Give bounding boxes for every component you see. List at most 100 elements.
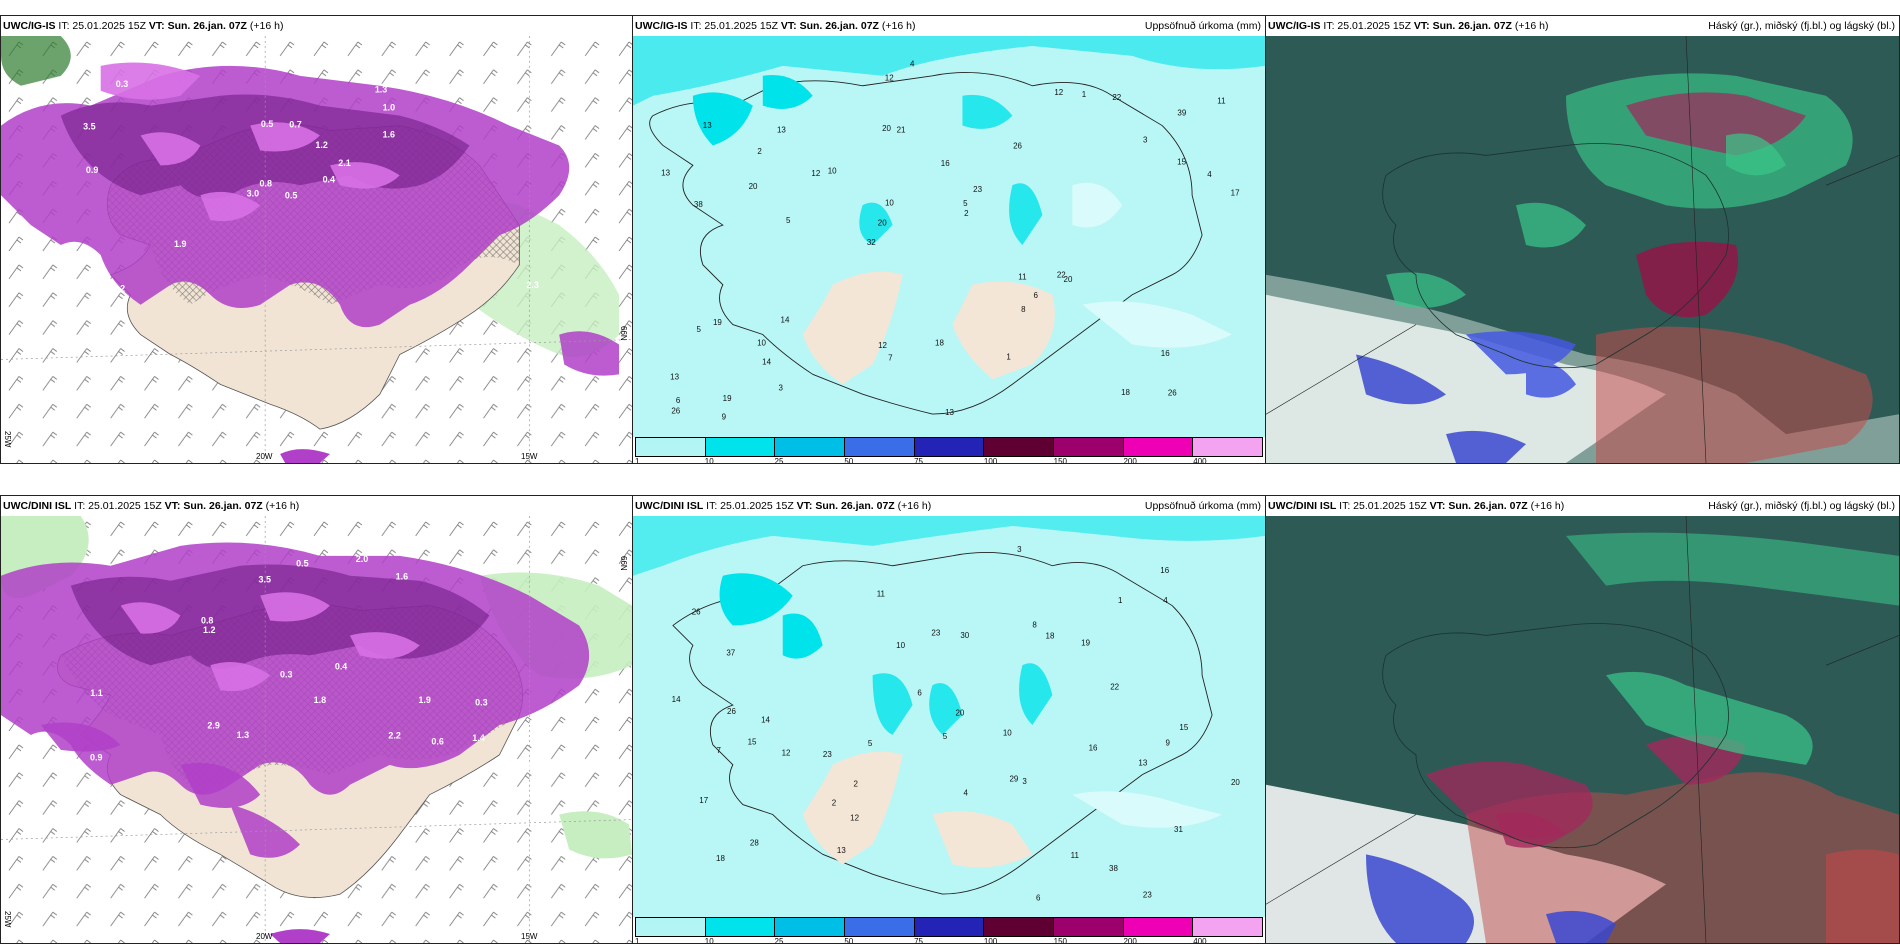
initial-time: IT: 25.01.2025 15Z [74,500,162,512]
precip-value-label: 16 [941,159,950,168]
colorbar-swatch [914,438,985,456]
precip-rate-label: 1.2 [315,140,327,150]
colorbar-tick-label: 150 [1053,937,1068,944]
precip-value-label: 20 [749,182,758,191]
precip-value-label: 20 [878,219,887,228]
lat-label-25w: 25W [3,911,12,928]
panel-clouds-bottom: UWC/DINI ISL IT: 25.01.2025 15Z VT: Sun.… [1265,495,1900,944]
precip-value-label: 13 [837,846,846,855]
precip-rate-label: 3.5 [83,121,95,131]
precip-value-label: 7 [888,353,893,362]
panel-header: UWC/IG-IS IT: 25.01.2025 15Z VT: Sun. 26… [3,19,628,33]
precip-value-label: 10 [885,198,894,207]
precip-value-label: 8 [1032,620,1037,629]
valid-time: VT: Sun. 26.jan. 07Z [796,500,895,512]
precip-value-label: 37 [726,649,735,658]
precip-value-label: 5 [786,216,791,225]
model-name: UWC/DINI ISL [3,500,72,512]
panel-header: UWC/DINI ISL IT: 25.01.2025 15Z VT: Sun.… [3,499,628,513]
cloud-title: Háský (gr.), miðský (fj.bl.) og lágský (… [1708,20,1895,32]
precip-rate-label: 2.3 [526,280,538,290]
colorbar-tick-label: 200 [1123,937,1137,944]
panel-precip-bottom: UWC/DINI ISL IT: 25.01.2025 15Z VT: Sun.… [632,495,1266,944]
colorbar-swatch [1054,918,1124,936]
colorbar-swatch [984,918,1055,936]
precip-rate-label: 0.4 [323,175,335,185]
precip-value-label: 6 [676,396,681,405]
precip-rate-label: 1.4 [472,733,484,743]
precip-value-label: 20 [882,124,891,133]
colorbar-swatch [1123,918,1194,936]
precip-value-label: 5 [963,199,968,208]
colorbar-swatch [845,438,915,456]
precip-rate-label: 2.2 [388,731,400,741]
precip-value-label: 23 [1143,891,1152,900]
initial-time: IT: 25.01.2025 15Z [1339,500,1427,512]
colorbar-tick-label: 150 [1053,457,1068,464]
initial-time: IT: 25.01.2025 15Z [690,20,778,32]
precip-value-label: 23 [823,750,832,759]
colorbar-tick-label: 50 [844,937,854,944]
model-name: UWC/IG-IS [3,20,56,32]
precip-rate-label: 0.8 [201,616,213,626]
precip-value-label: 12 [878,341,887,350]
valid-time: VT: Sun. 26.jan. 07Z [1429,500,1528,512]
precip-map[interactable]: 23 15 29 26 31 37 28 23 19 23 18 38 12 11 10 17 16 20 14 18… [633,516,1265,917]
valid-time: VT: Sun. 26.jan. 07Z [1413,20,1512,32]
precip-value-label: 5 [868,739,873,748]
precip-value-label: 2 [757,147,762,156]
precip-rate-label: 1.6 [396,571,408,581]
precip-rate-label: 0.9 [86,165,98,175]
precip-rate-label: 2.9 [207,720,219,730]
precip-value-label: 13 [670,373,679,382]
map-canvas [1266,36,1899,463]
precip-value-label: 26 [727,707,736,716]
precip-value-label: 21 [897,126,906,135]
precip-value-label: 1 [1082,90,1087,99]
precip-rate-label: 3.0 [247,188,259,198]
precip-value-label: 26 [692,608,701,617]
precip-value-label: 5 [696,325,701,334]
precip-value-label: 20 [1231,778,1240,787]
precip-value-label: 1 [1006,352,1011,361]
precip-rate-label: 1.4 [63,260,75,270]
precip-title: Uppsöfnuð úrkoma (mm) [1144,500,1261,512]
lat-label-25w: 25W [3,431,12,448]
precip-rate-label: 1.6 [383,129,395,139]
wind-precip-map[interactable]: 0.5 3.5 0.8 1.4 2.1 1.9 1.3 0.7 1.0 0.4 0.3 2.3 0.9 0… [1,36,632,463]
colorbar-swatch [1054,438,1124,456]
colorbar-swatch [1193,918,1263,936]
colorbar-swatch [914,918,985,936]
precip-value-label: 6 [1036,894,1041,903]
wind-precip-map[interactable]: 0.9 0.3 0.4 1.8 3.5 2.0 1.4 1.6 0.6 2.9 0.7 1.2 1.3 0… [1,516,632,943]
precip-value-label: 22 [1057,270,1066,279]
model-name: UWC/DINI ISL [635,500,704,512]
precip-value-label: 10 [1003,728,1012,737]
map-canvas: 0.5 3.5 0.8 1.4 2.1 1.9 1.3 0.7 1.0 0.4 0.3 2.3 0.9 0… [1,36,632,463]
precip-rate-label: 1.8 [314,695,326,705]
lat-label-66n: 66N [619,556,628,571]
precip-value-label: 28 [750,839,759,848]
cloud-title: Háský (gr.), miðský (fj.bl.) og lágský (… [1708,500,1895,512]
colorbar-tick-label: 25 [774,457,784,464]
map-canvas: 2638393226192016191013142123201312171115… [633,36,1265,437]
map-canvas: 0.9 0.3 0.4 1.8 3.5 2.0 1.4 1.6 0.6 2.9 0.7 1.2 1.3 0… [1,516,632,943]
precip-value-label: 12 [885,73,894,82]
cloud-map[interactable] [1266,36,1899,463]
precip-rate-label: 1.9 [174,239,186,249]
model-name: UWC/IG-IS [1268,20,1321,32]
precip-value-label: 3 [1017,545,1022,554]
precip-value-label: 14 [761,716,770,725]
precip-value-label: 2 [832,798,837,807]
precip-rate-label: 0.8 [259,179,271,189]
precip-rate-label: 0.7 [289,119,301,129]
precip-map[interactable]: 26 38 39 32 26 19 20 16 19 10 13 14 21 23 20 13 12 17 11 15… [633,36,1265,437]
colorbar-tick-label: 50 [844,457,854,464]
map-canvas [1266,516,1899,943]
precip-rate-label: 0.3 [280,670,292,680]
precip-value-label: 12 [1054,88,1063,97]
precip-value-label: 4 [1163,596,1168,605]
initial-time: IT: 25.01.2025 15Z [706,500,794,512]
cloud-map[interactable] [1266,516,1899,943]
lead-time: (+16 h) [249,20,284,32]
